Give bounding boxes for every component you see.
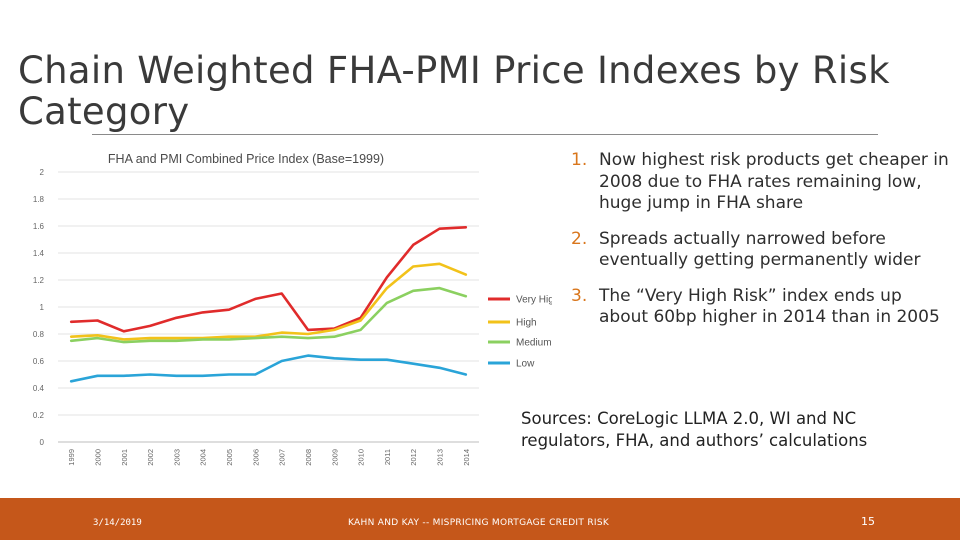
chart-background xyxy=(22,146,497,476)
x-tick-label: 2013 xyxy=(436,449,445,466)
title-divider xyxy=(92,134,878,135)
x-tick-label: 2005 xyxy=(225,449,234,466)
y-tick-label: 0.4 xyxy=(33,384,45,393)
key-point-number: 2. xyxy=(571,228,588,249)
key-point-text: Spreads actually narrowed before eventua… xyxy=(599,228,921,271)
x-tick-label: 2014 xyxy=(462,449,471,466)
x-tick-label: 2002 xyxy=(146,449,155,466)
x-tick-label: 2012 xyxy=(409,449,418,466)
key-point-text: Now highest risk products get cheaper in… xyxy=(599,150,949,213)
y-tick-label: 1.2 xyxy=(33,276,45,285)
key-point-text: The “Very High Risk” index ends up about… xyxy=(599,285,940,328)
slide-title: Chain Weighted FHA-PMI Price Indexes by … xyxy=(18,49,890,133)
y-tick-label: 2 xyxy=(40,168,45,177)
y-tick-label: 1.4 xyxy=(33,249,45,258)
y-tick-label: 0 xyxy=(40,438,45,447)
x-tick-label: 2007 xyxy=(278,449,287,466)
footer-bar: 3/14/2019 KAHN AND KAY -- MISPRICING MOR… xyxy=(0,498,960,540)
series-line-very-high xyxy=(69,226,468,333)
y-tick-label: 0.8 xyxy=(33,330,45,339)
legend-label-low: Low xyxy=(516,359,535,370)
x-tick-label: 2011 xyxy=(383,449,392,465)
chart-title: FHA and PMI Combined Price Index (Base=1… xyxy=(108,152,384,166)
footer-caption: KAHN AND KAY -- MISPRICING MORTGAGE CRED… xyxy=(348,518,610,528)
x-tick-label: 2009 xyxy=(330,449,339,466)
series-line-medium xyxy=(69,286,468,344)
x-tick-label: 2003 xyxy=(172,449,181,466)
y-tick-label: 1.6 xyxy=(33,222,45,231)
legend-label-very-high: Very High xyxy=(516,295,552,306)
y-tick-label: 0.2 xyxy=(33,411,45,420)
key-point-1: 1. Now highest risk products get cheaper… xyxy=(565,150,955,215)
price-index-chart: FHA and PMI Combined Price Index (Base=1… xyxy=(22,146,552,476)
key-point-2: 2. Spreads actually narrowed before even… xyxy=(565,229,955,272)
x-tick-label: 1999 xyxy=(67,449,76,466)
x-tick-label: 2004 xyxy=(199,449,208,466)
x-tick-label: 2008 xyxy=(304,449,313,466)
x-tick-label: 2000 xyxy=(93,449,102,466)
legend-label-medium: Medium xyxy=(516,338,552,349)
y-tick-label: 1 xyxy=(40,303,45,312)
series-line-high xyxy=(69,262,468,341)
x-tick-label: 2001 xyxy=(120,449,129,466)
x-tick-label: 2010 xyxy=(357,449,366,466)
footer-date: 3/14/2019 xyxy=(93,518,142,528)
page-number: 15 xyxy=(861,515,875,528)
key-point-number: 1. xyxy=(571,150,588,170)
y-tick-label: 0.6 xyxy=(33,357,45,366)
x-tick-label: 2006 xyxy=(251,449,260,466)
key-point-3: 3. The “Very High Risk” index ends up ab… xyxy=(565,286,955,329)
key-points-list: 1. Now highest risk products get cheaper… xyxy=(565,150,955,343)
y-tick-label: 1.8 xyxy=(33,195,45,204)
key-point-number: 3. xyxy=(571,285,588,306)
legend-label-high: High xyxy=(516,318,537,329)
sources-note: Sources: CoreLogic LLMA 2.0, WI and NC r… xyxy=(521,409,868,450)
series-line-low xyxy=(69,354,468,383)
